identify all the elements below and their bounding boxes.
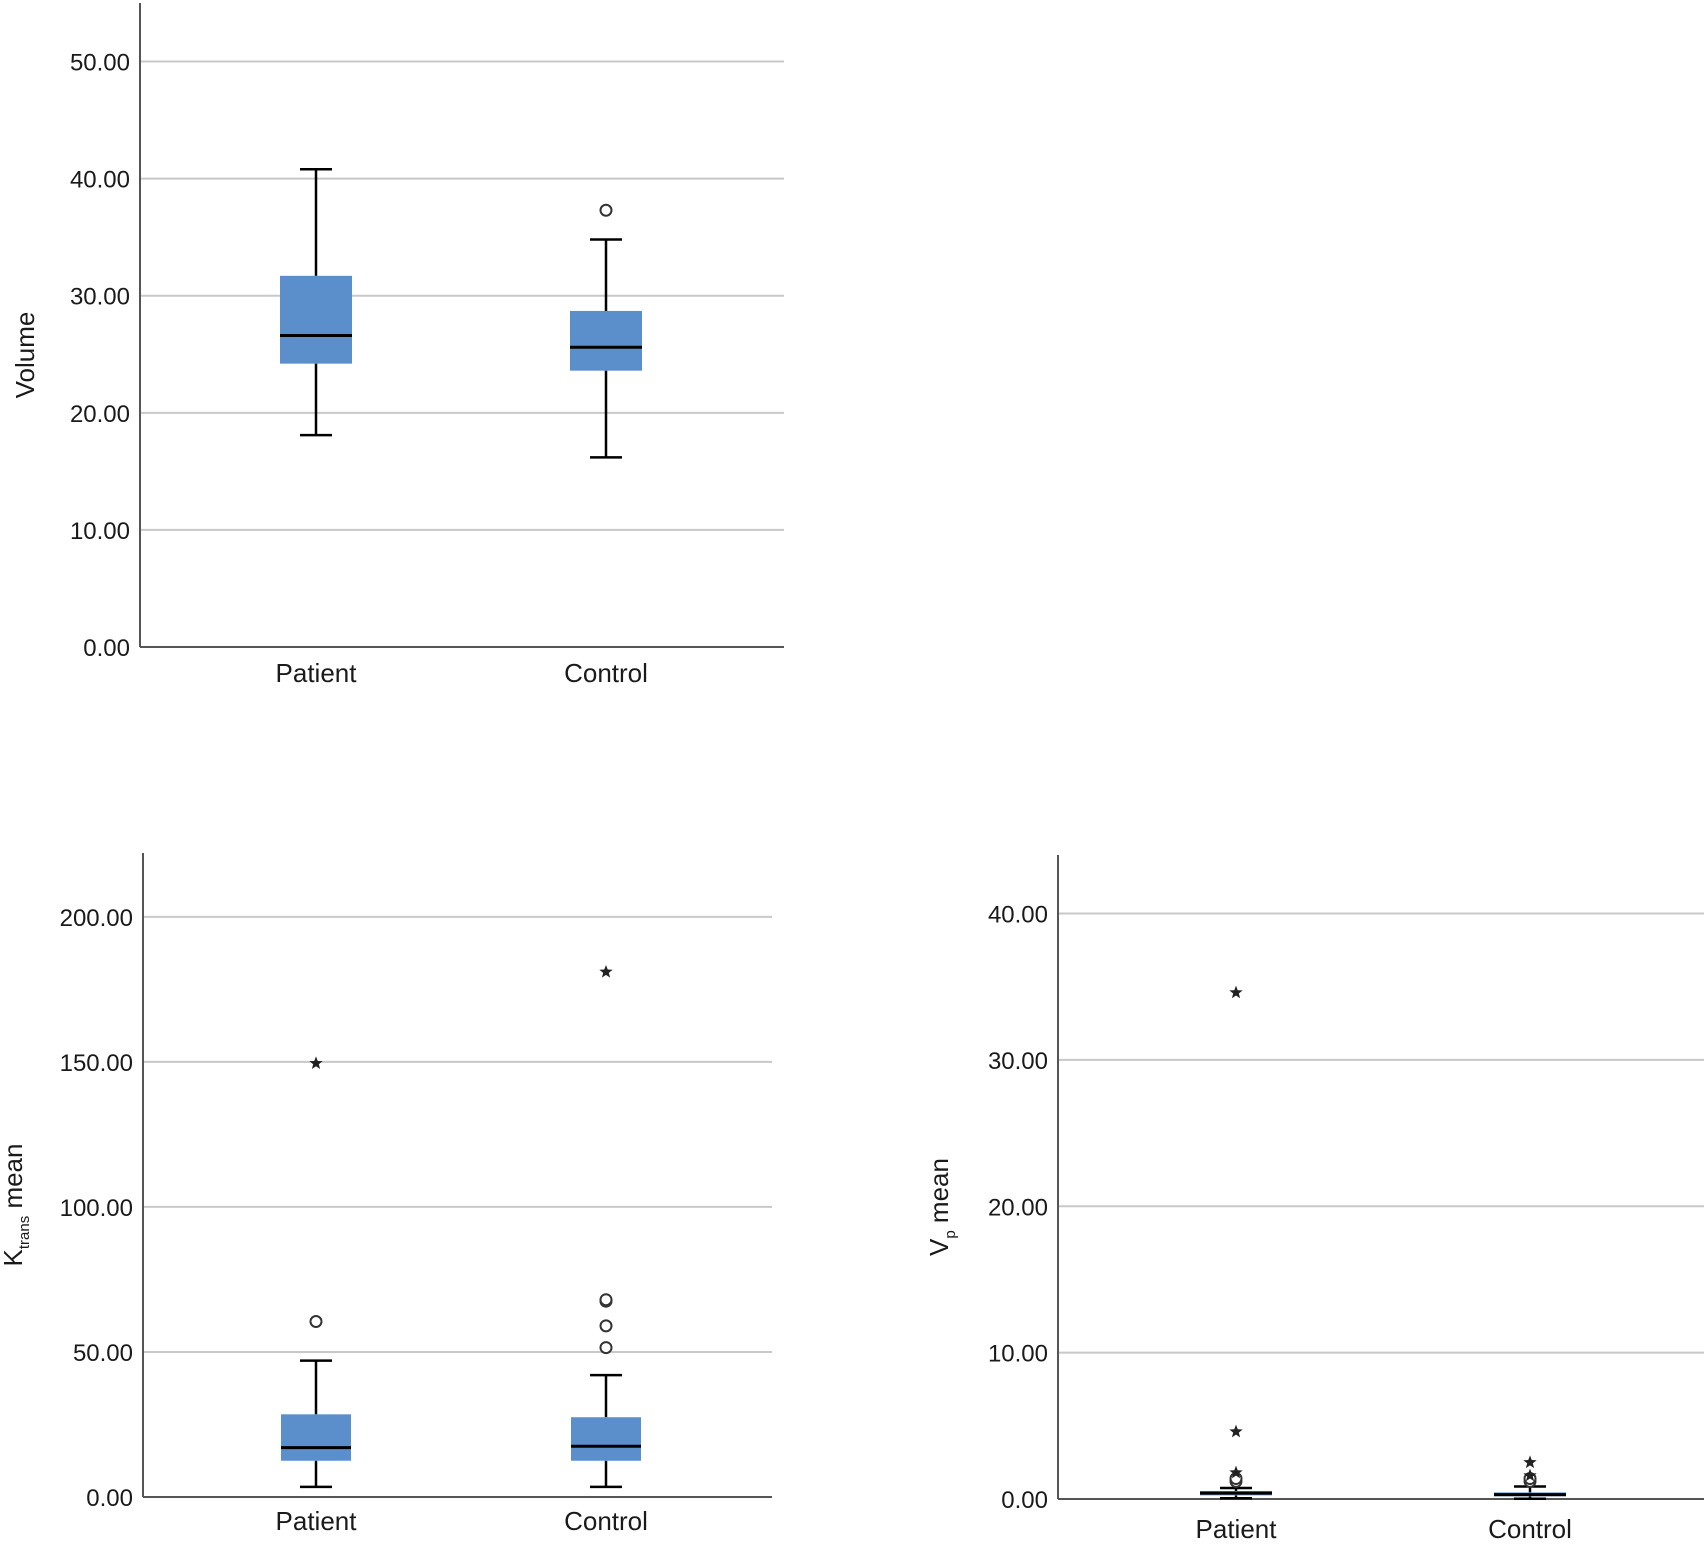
panel-ktrans-mean: 0.00 50.00 100.00 150.00 200.00 Ktrans mean Pa…	[0, 853, 772, 1536]
iqr-box	[280, 275, 352, 364]
outlier-point	[599, 1319, 613, 1333]
boxplot-patient	[280, 168, 352, 437]
y-axis-label-main: Volume	[10, 312, 40, 399]
y-tick-label: 100.00	[60, 1195, 133, 1222]
outlier-point	[599, 1341, 613, 1355]
extreme-point	[599, 964, 613, 978]
boxplot-control	[1494, 1455, 1566, 1500]
y-tick-label: 200.00	[60, 905, 133, 932]
y-tick-label: 20.00	[70, 401, 130, 428]
outlier-point	[599, 1293, 613, 1307]
boxplot-control	[570, 203, 642, 459]
y-axis-label: Vp mean	[924, 1158, 959, 1256]
extreme-point	[1229, 1465, 1243, 1479]
y-axis-label-main: K	[0, 1248, 28, 1266]
x-category-label: Control	[564, 658, 648, 688]
extreme-point	[1229, 985, 1243, 999]
y-tick-label: 20.00	[988, 1194, 1048, 1221]
extreme-point	[1523, 1455, 1537, 1469]
boxplot-patient	[281, 1056, 351, 1489]
boxplot-control	[571, 964, 641, 1489]
y-axis-label: Ktrans mean	[0, 1144, 33, 1267]
y-tick-label: 150.00	[60, 1050, 133, 1077]
x-category-label: Control	[1488, 1514, 1572, 1544]
panel-vp-mean: 0.00 10.00 20.00 30.00 40.00 Vp mean Patient Co…	[924, 855, 1704, 1544]
y-axis-label-rest: mean	[924, 1158, 954, 1230]
y-tick-label: 0.00	[86, 1485, 133, 1512]
y-tick-label: 30.00	[70, 284, 130, 311]
boxplot-patient	[1200, 985, 1272, 1500]
y-tick-label: 10.00	[988, 1341, 1048, 1368]
iqr-box	[571, 1417, 641, 1461]
y-tick-label: 0.00	[83, 635, 130, 662]
x-category-label: Control	[564, 1506, 648, 1536]
y-tick-label: 40.00	[988, 902, 1048, 929]
y-axis-label-rest: mean	[0, 1144, 28, 1216]
panel-volume: 0.00 10.00 20.00 30.00 40.00 50.00 Volume Patie…	[10, 3, 784, 688]
iqr-box	[570, 310, 642, 371]
y-axis-label-main: V	[924, 1238, 954, 1256]
extreme-point	[1523, 1468, 1537, 1482]
extreme-point	[1229, 1424, 1243, 1438]
outlier-point	[309, 1314, 323, 1328]
y-tick-label: 50.00	[73, 1340, 133, 1367]
y-axis-label-subscript: trans	[16, 1216, 33, 1249]
y-tick-label: 30.00	[988, 1048, 1048, 1075]
y-axis-label-subscript: p	[942, 1230, 959, 1238]
y-axis-label: Volume	[10, 312, 40, 399]
outlier-point	[599, 203, 613, 217]
iqr-box	[281, 1414, 351, 1461]
y-tick-label: 40.00	[70, 167, 130, 194]
x-category-label: Patient	[276, 658, 358, 688]
y-tick-label: 0.00	[1001, 1487, 1048, 1514]
x-category-label: Patient	[276, 1506, 358, 1536]
x-category-label: Patient	[1196, 1514, 1278, 1544]
y-tick-label: 10.00	[70, 518, 130, 545]
extreme-point	[309, 1056, 323, 1069]
y-tick-label: 50.00	[70, 50, 130, 77]
